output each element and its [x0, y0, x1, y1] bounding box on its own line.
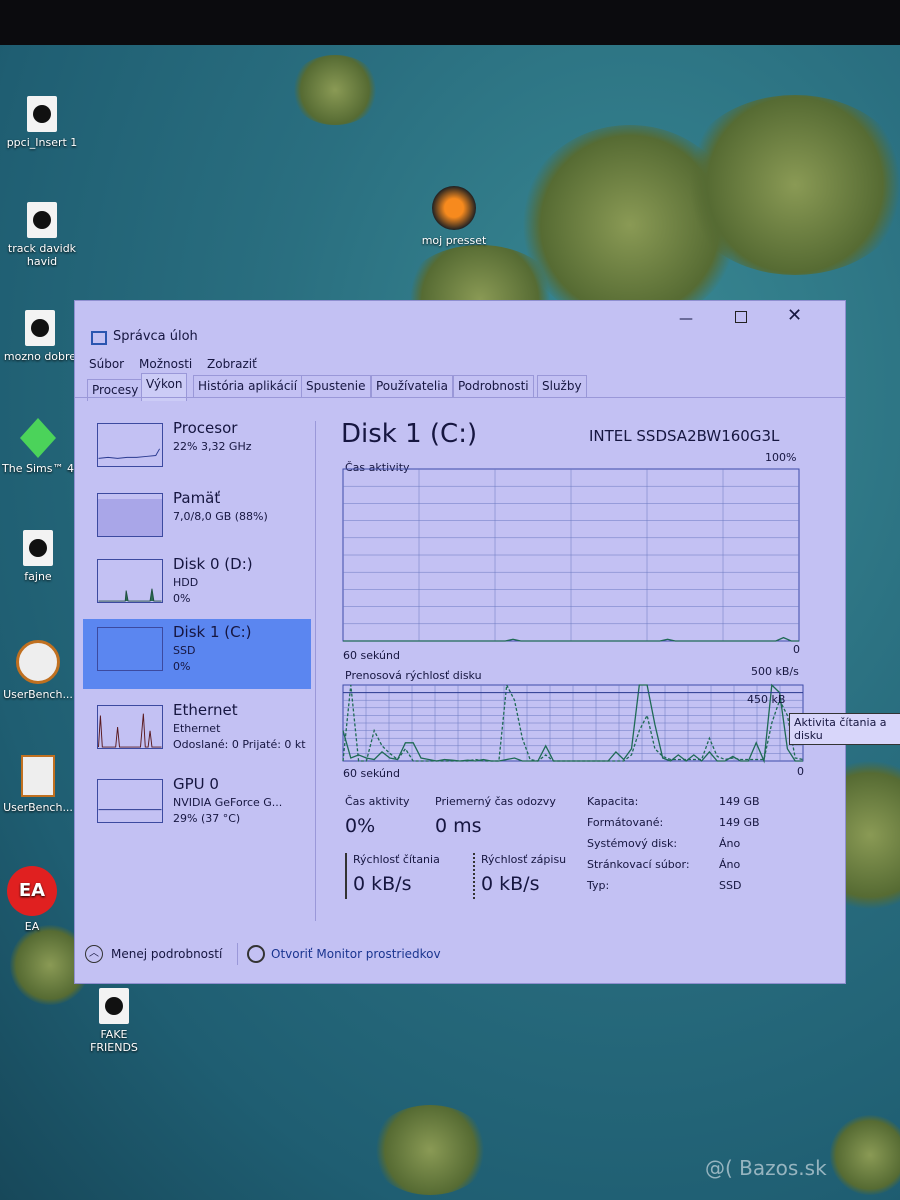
sidebar-item-disk-1[interactable]: Disk 1 (C:) SSD 0%: [83, 619, 311, 689]
footer-divider: [237, 943, 238, 965]
ethernet-thumbnail-graph: [97, 705, 163, 749]
read-indicator-line: [345, 853, 347, 899]
desktop-icon-moj-presset[interactable]: moj presset: [416, 186, 492, 247]
property-label: Typ:: [587, 879, 610, 892]
transfer-chart-450-line-label: 450 kB: [747, 693, 786, 706]
media-file-icon: [27, 96, 57, 132]
tab-users[interactable]: Používatelia: [371, 375, 453, 397]
watermark: @( Bazos.sk: [705, 1156, 827, 1180]
read-speed-value: 0 kB/s: [353, 873, 412, 895]
activity-chart-time: 60 sekúnd: [343, 649, 400, 662]
write-series-line: [342, 682, 804, 762]
transfer-chart-min: 0: [797, 765, 804, 778]
property-label: Systémový disk:: [587, 837, 678, 850]
menu-file[interactable]: Súbor: [89, 357, 125, 371]
write-indicator-line: [473, 853, 475, 899]
property-value: Áno: [719, 858, 741, 871]
open-resource-monitor-link[interactable]: Otvoriť Monitor prostriedkov: [271, 947, 441, 961]
close-button[interactable]: ✕: [787, 305, 803, 326]
menu-options[interactable]: Možnosti: [139, 357, 193, 371]
read-speed-label: Rýchlosť čítania: [353, 853, 440, 866]
tab-details[interactable]: Podrobnosti: [453, 375, 534, 397]
media-file-icon: [23, 530, 53, 566]
minimize-button[interactable]: —: [679, 311, 693, 327]
active-time-value: 0%: [345, 815, 376, 837]
maximize-button[interactable]: [735, 311, 747, 323]
disk-title: Disk 1 (C:): [341, 419, 478, 449]
desktop-icon-userbench-2[interactable]: UserBench...: [0, 755, 76, 814]
desktop-icon-ppci-insert[interactable]: ppci_Insert 1: [4, 96, 80, 149]
tab-app-history[interactable]: História aplikácií: [193, 375, 303, 397]
activity-chart-min: 0: [793, 643, 800, 656]
response-time-value: 0 ms: [435, 815, 482, 837]
sidebar-divider: [315, 421, 316, 921]
desktop-icon-ea[interactable]: EA EA: [0, 866, 70, 933]
sims-plumbob-icon: [20, 418, 56, 458]
sidebar-item-memory[interactable]: Pamäť 7,0/8,0 GB (88%): [83, 485, 311, 555]
menu-view[interactable]: Zobraziť: [207, 357, 257, 371]
property-value: SSD: [719, 879, 742, 892]
property-value: Áno: [719, 837, 741, 850]
speedometer-icon: [16, 640, 60, 684]
desktop-icon-fake-friends[interactable]: FAKE FRIENDS: [76, 988, 152, 1054]
fewer-details-button[interactable]: Menej podrobností: [111, 947, 223, 961]
property-label: Kapacita:: [587, 795, 639, 808]
ea-icon: EA: [7, 866, 57, 916]
tab-services[interactable]: Služby: [537, 375, 587, 397]
activity-chart: [342, 468, 800, 642]
speedometer-file-icon: [21, 755, 55, 797]
disk0-thumbnail-graph: [97, 559, 163, 603]
media-file-icon: [99, 988, 129, 1024]
activity-chart-label: Čas aktivity: [345, 461, 410, 474]
desktop-icon-sims[interactable]: The Sims™ 4: [0, 418, 76, 475]
transfer-chart-label: Prenosová rýchlosť disku: [345, 669, 482, 682]
chevron-up-icon[interactable]: ︿: [85, 945, 103, 963]
desktop-icon-userbench-1[interactable]: UserBench...: [0, 640, 76, 701]
write-speed-label: Rýchlosť zápisu: [481, 853, 567, 866]
window-title: Správca úloh: [113, 329, 198, 344]
media-file-icon: [27, 202, 57, 238]
gpu-thumbnail-graph: [97, 779, 163, 823]
property-value: 149 GB: [719, 795, 760, 808]
activity-chart-max: 100%: [765, 451, 797, 464]
cpu-thumbnail-graph: [97, 423, 163, 467]
resource-monitor-icon: [247, 945, 265, 963]
tab-divider: [75, 397, 845, 398]
sidebar-item-ethernet[interactable]: Ethernet Ethernet Odoslané: 0 Prijaté: 0 k…: [83, 697, 311, 767]
active-time-label: Čas aktivity: [345, 795, 410, 808]
desktop-icon-mozno-dobre[interactable]: mozno dobre: [2, 310, 78, 363]
property-label: Stránkovací súbor:: [587, 858, 690, 871]
property-value: 149 GB: [719, 816, 760, 829]
fl-studio-icon: [432, 186, 476, 230]
memory-thumbnail-graph: [97, 493, 163, 537]
tab-startup[interactable]: Spustenie: [301, 375, 371, 397]
property-label: Formátované:: [587, 816, 664, 829]
transfer-chart-time: 60 sekúnd: [343, 767, 400, 780]
sidebar-item-cpu[interactable]: Procesor 22% 3,32 GHz: [83, 415, 311, 485]
disk-model: INTEL SSDSA2BW160G3L: [589, 427, 780, 445]
activity-series-line: [343, 636, 799, 642]
write-speed-value: 0 kB/s: [481, 873, 540, 895]
task-manager-icon: [91, 331, 107, 345]
response-time-label: Priemerný čas odozvy: [435, 795, 556, 808]
desktop-icon-track[interactable]: track davidk havid: [4, 202, 80, 268]
sidebar-item-gpu[interactable]: GPU 0 NVIDIA GeForce G... 29% (37 °C): [83, 771, 311, 841]
transfer-chart-max: 500 kB/s: [751, 665, 799, 678]
transfer-chart: [342, 682, 804, 764]
task-manager-window: Správca úloh — ✕ Súbor Možnosti Zobraziť…: [74, 300, 900, 984]
desktop-icon-fajne[interactable]: fajne: [0, 530, 76, 583]
sidebar-item-disk-0[interactable]: Disk 0 (D:) HDD 0%: [83, 551, 311, 621]
disk1-thumbnail-graph: [97, 627, 163, 671]
media-file-icon: [25, 310, 55, 346]
tooltip: Aktivita čítania a disku: [789, 713, 900, 745]
tab-performance[interactable]: Výkon: [141, 373, 188, 401]
